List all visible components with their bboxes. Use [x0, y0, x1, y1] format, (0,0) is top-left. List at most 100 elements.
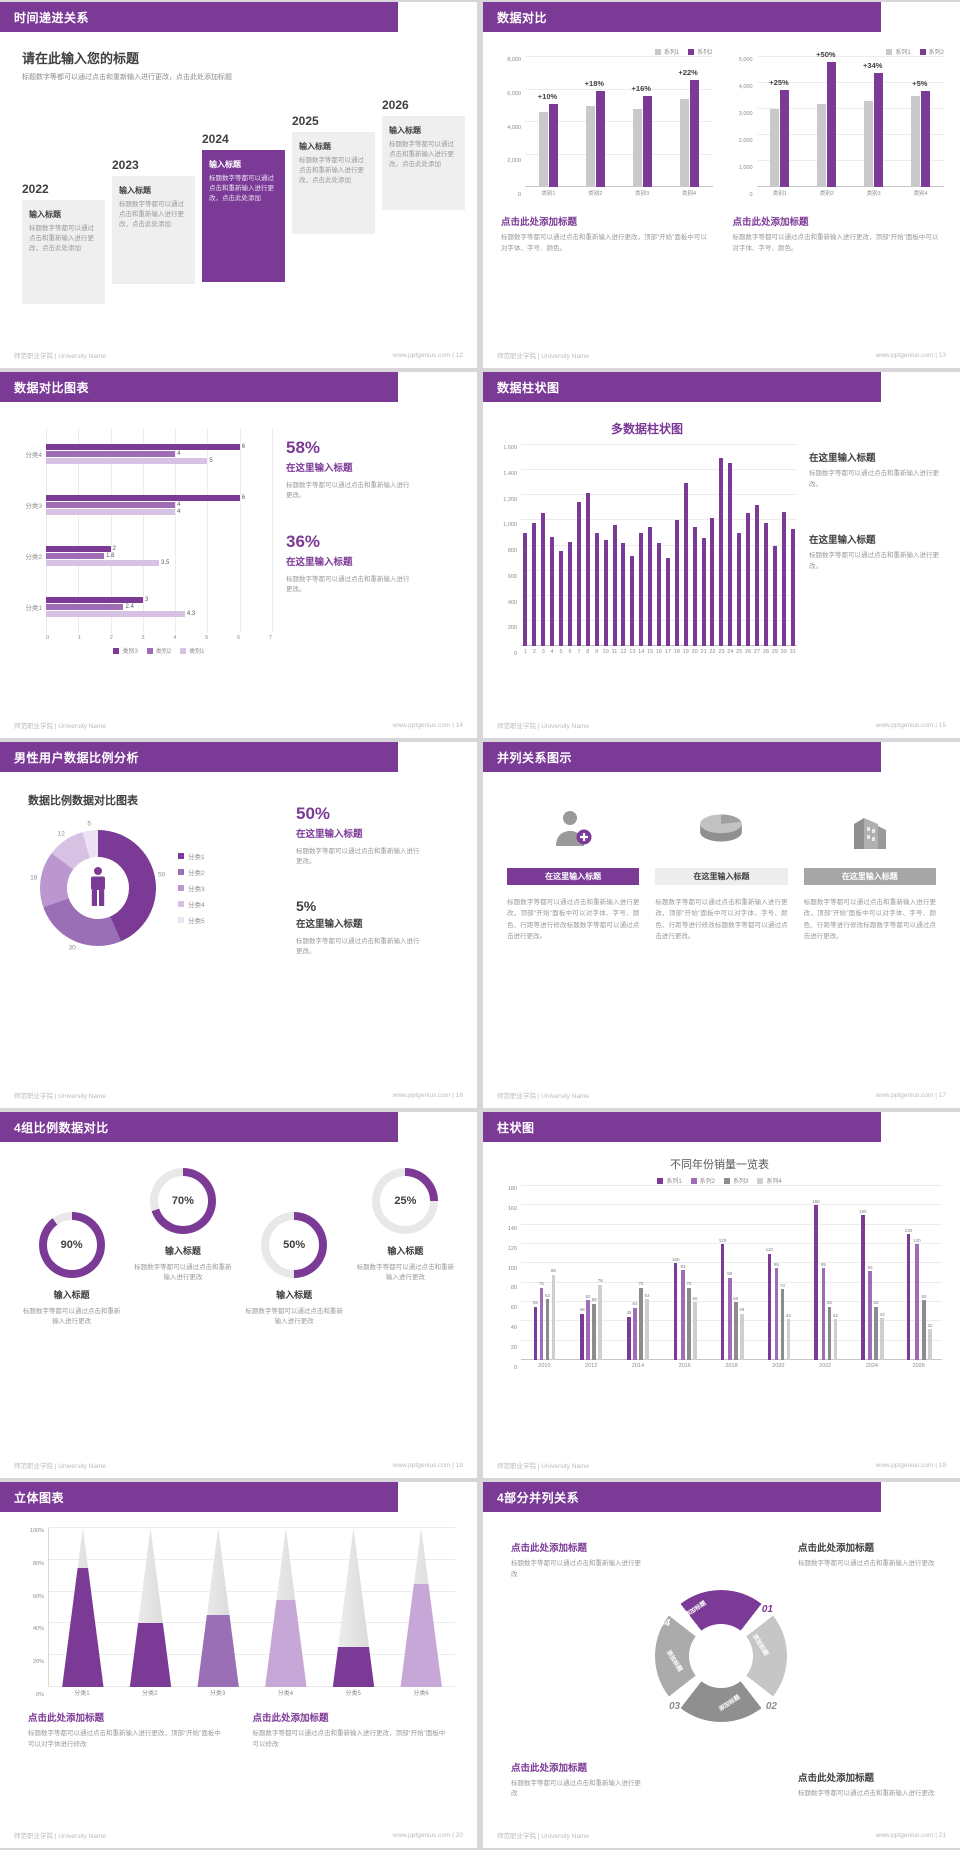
bar-group: 3 2.4 4.3	[46, 597, 272, 618]
bar-wrap	[632, 57, 642, 187]
legend-swatch	[146, 647, 153, 654]
legend-item: 系列2	[919, 47, 944, 56]
card-title: 输入标题	[29, 210, 61, 219]
gridline	[525, 56, 713, 57]
x-tick-label: 15	[647, 648, 654, 655]
bar-wrap	[585, 57, 595, 187]
bar-group	[744, 445, 753, 646]
x-tick-label: 5	[205, 635, 209, 641]
bars: 110 95 73 42	[766, 1186, 791, 1360]
plot-column: +25% +50% +34% +5% 类别1 类别2 类别3 类别4	[756, 50, 944, 198]
bar-value: 2	[112, 546, 116, 553]
x-axis: 0 1 2 3 4 5 6 7	[46, 633, 272, 643]
item-title: 输入标题	[387, 1246, 424, 1256]
slide-time-progression[interactable]: 时间递进关系 请在此输入您的标题 标题数字等都可以通过点击和重新输入进行更改，点…	[0, 2, 477, 368]
bar	[576, 501, 581, 646]
icon-wrap	[551, 802, 595, 854]
bar-wrap	[763, 445, 768, 646]
legend-label: 分类4	[188, 902, 205, 909]
slide-column-chart[interactable]: 数据柱状图 多数据柱状图 1,600 1,400 1,200 1,000 800 600 4…	[483, 372, 960, 738]
category-label: 分类1	[25, 605, 42, 613]
y-tick-label: 1,200	[503, 496, 517, 503]
bar	[786, 1319, 791, 1360]
bar-wrap	[657, 445, 662, 646]
x-tick-label: 类别2	[588, 190, 603, 197]
slide-four-ratio-comparison[interactable]: 4组比例数据对比 90% 输入标题 标题数字等都可以通过点击和重新输入进行更改 …	[0, 1112, 477, 1478]
card-title: 输入标题	[209, 160, 241, 169]
stat-title: 在这里输入标题	[296, 829, 363, 840]
bar	[46, 546, 111, 553]
y-tick-label: 8,000	[507, 57, 521, 63]
slide-male-ratio-analysis[interactable]: 男性用户数据比例分析 数据比例数据对比图表	[0, 742, 477, 1108]
footer-school: 师范职业学院 | University Name	[497, 1833, 589, 1840]
legend-swatch	[178, 853, 184, 859]
slide-content: 数据比例数据对比图表 50 30 18 12 5 分类1 分类2 分类3 分类4 分类5	[0, 772, 477, 1082]
bar	[612, 525, 617, 646]
bar	[46, 604, 124, 611]
slide-3d-chart[interactable]: 立体图表 100% 80% 60% 40% 20% 0% 分类1 分类2 分类3 分类4 分类5 分类…	[0, 1482, 477, 1848]
slide-four-part-relationship[interactable]: 4部分并列关系 点击此处添加标题 标题数字等都可以通过点击和重新输入进行更改 点…	[483, 1482, 960, 1848]
bar-group	[548, 445, 557, 646]
bar-wrap	[701, 445, 706, 646]
bar-line: 6	[46, 494, 272, 501]
bar-wrap	[576, 445, 581, 646]
bar-value: 60	[733, 1295, 739, 1301]
slide-content: 在这里输入标题 标题数字等都可以通过点击和重新输入进行更改，顶部“开始”面板中可…	[483, 772, 960, 1082]
bar	[46, 450, 176, 457]
bar-wrap	[665, 445, 670, 646]
bar	[827, 1306, 832, 1360]
x-tick-label: 3	[541, 648, 545, 655]
bar	[548, 104, 558, 187]
bar-group	[681, 445, 690, 646]
slide-title-bar: 数据对比图表	[0, 372, 398, 402]
slide-data-comparison[interactable]: 数据对比 系列1 系列2 8,000 6,000 4,000 2,000 0 +10% +18%…	[483, 2, 960, 368]
bar-value: 32	[927, 1322, 933, 1328]
category-label: 分类2	[25, 554, 42, 562]
footer-school: 师范职业学院 | University Name	[497, 353, 589, 360]
cycle-diagram: 添加标题 添加标题 添加标题 添加标题 01 02 03 04	[655, 1590, 787, 1722]
x-tick-label: 1	[77, 635, 81, 641]
slide-content: 多数据柱状图 1,600 1,400 1,200 1,000 800 600 400 200 0…	[483, 402, 960, 712]
gridline	[756, 108, 944, 109]
bar-value: 5	[209, 457, 213, 464]
text-block: 在这里输入标题 标题数字等都可以通过点击和重新输入进行更改。	[809, 450, 946, 490]
x-tick-label: 9	[595, 648, 599, 655]
slide-title-bar: 时间递进关系	[0, 2, 398, 32]
bar	[586, 1300, 590, 1360]
pie-3d-icon	[700, 814, 743, 842]
slide-parallel-relationship[interactable]: 并列关系图示 在这里输入标题 标题数字等都可以通过点击和重新输入进行更改，顶部“…	[483, 742, 960, 1108]
ring-value: 25%	[394, 1195, 417, 1207]
bar-group	[530, 445, 539, 646]
cone-fill	[400, 1583, 442, 1687]
bar-value: 55	[532, 1300, 538, 1306]
gridline	[521, 494, 797, 496]
male-icon	[91, 867, 105, 906]
slide-comparison-chart[interactable]: 数据对比图表 分类4 分类3 分类2 分类1 6 4 5 6 4 4 2 1.8 3.5 3 2.4 4.3 0…	[0, 372, 477, 738]
bar-line: 3.5	[46, 560, 272, 567]
slide-yearly-sales-chart[interactable]: 柱状图 不同年份销量一览表 系列1 系列2 系列3 系列4 180 160 140 120 10…	[483, 1112, 960, 1478]
segment-label: 添加标题	[718, 1694, 742, 1713]
block-body: 标题数字等都可以通过点击和重新输入进行更改。	[809, 470, 939, 488]
legend-swatch	[724, 1177, 730, 1184]
bar-value: 93	[680, 1263, 686, 1269]
bar-line: 2.4	[46, 604, 272, 611]
bar-group	[601, 445, 610, 646]
gridline	[756, 160, 944, 161]
bar	[627, 1316, 631, 1360]
stat-block: 5% 在这里输入标题 标题数字等都可以通过点击和重新输入进行更改。	[296, 898, 463, 958]
bars: 48 62 58 78	[580, 1186, 603, 1360]
slide-footer: 师范职业学院 | University Name www.pptgenius.c…	[483, 1822, 960, 1848]
bar-line: 3	[46, 597, 272, 604]
x-tick-label: 2014	[631, 1362, 645, 1369]
bar	[728, 462, 733, 646]
stat-title: 在这里输入标题	[286, 463, 353, 474]
legend-label: 分类5	[188, 918, 205, 925]
chart-plot-area: 8,000 6,000 4,000 2,000 0 +10% +18% +16% +22% 类别1…	[501, 56, 713, 198]
bars	[541, 445, 546, 646]
footer-school: 师范职业学院 | University Name	[497, 1463, 589, 1470]
y-tick-label: 0%	[36, 1691, 44, 1698]
chart-legend: 系列1 系列2	[501, 46, 713, 57]
plot: 55 75 63 88 48 62 58 78 45 54 75 63 100 93 75 60 120 85 60…	[521, 1185, 942, 1360]
card-body: 标题数字等都可以通过点击和重新输入进行更改，点击此处添加	[29, 225, 94, 253]
legend-item: 分类4	[178, 899, 205, 909]
